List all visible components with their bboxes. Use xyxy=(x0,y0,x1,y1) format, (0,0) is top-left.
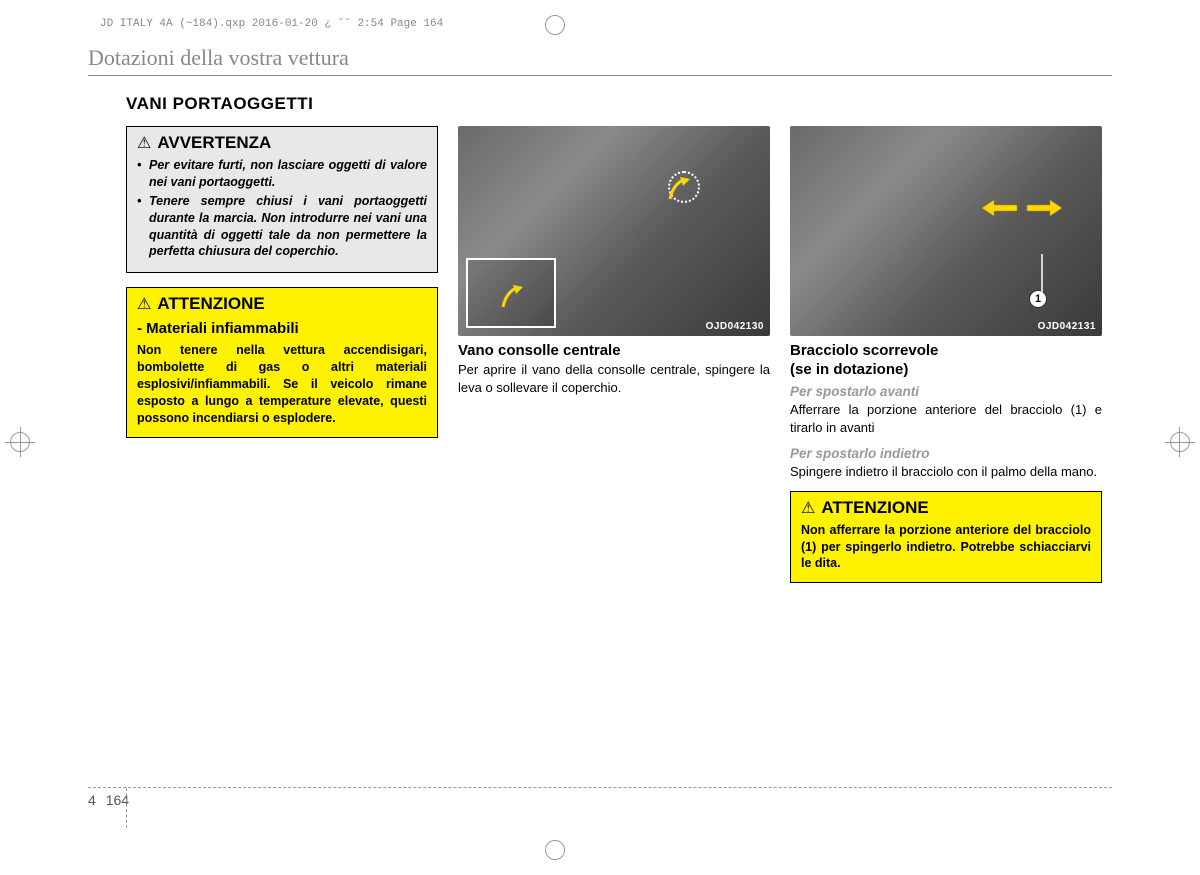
callout-marker: 1 xyxy=(1029,290,1047,308)
crop-mark xyxy=(0,31,30,32)
column-3: 1 OJD042131 Bracciolo scorrevole (se in … xyxy=(790,126,1102,597)
caution-body: Non tenere nella vettura accendisigari, … xyxy=(137,342,427,426)
column-2: OJD042130 Vano consolle centrale Per apr… xyxy=(458,126,770,597)
caution-icon: ⚠ xyxy=(801,498,815,518)
crop-mark xyxy=(0,62,1,92)
crop-mark xyxy=(0,1,1,31)
crop-mark xyxy=(0,0,30,1)
arrow-icon xyxy=(498,282,528,312)
figure-code: OJD042130 xyxy=(706,321,764,332)
caution-subtitle: - Materiali infiammabili xyxy=(137,320,299,338)
figure-console: OJD042130 xyxy=(458,126,770,336)
paragraph-title: Per spostarlo indietro xyxy=(790,446,1102,461)
crop-mark xyxy=(20,427,21,457)
crop-mark xyxy=(0,32,1,62)
figure-code: OJD042131 xyxy=(1038,321,1096,332)
caution-box: ⚠ ATTENZIONE Non afferrare la porzione a… xyxy=(790,491,1102,584)
caution-label: ATTENZIONE xyxy=(157,294,264,314)
warning-item: Tenere sempre chiusi i vani portaoggetti… xyxy=(137,193,427,261)
registration-mark xyxy=(545,15,565,35)
arrow-icon xyxy=(665,174,695,204)
crop-mark xyxy=(1165,442,1195,443)
crop-mark xyxy=(0,122,1,152)
paragraph-body: Spingere indietro il bracciolo con il pa… xyxy=(790,463,1102,481)
crop-mark xyxy=(0,92,1,122)
crop-mark xyxy=(0,152,1,182)
caution-body: Non afferrare la porzione anteriore del … xyxy=(801,522,1091,573)
figure-armrest: 1 OJD042131 xyxy=(790,126,1102,336)
content-columns: ⚠ AVVERTENZA Per evitare furti, non lasc… xyxy=(126,126,1102,597)
prepress-header: JD ITALY 4A (~184).qxp 2016-01-20 ¿ ˜˜ 2… xyxy=(100,18,443,30)
registration-mark xyxy=(545,840,565,860)
footer-divider xyxy=(126,788,127,828)
double-arrow-icon xyxy=(982,196,1062,221)
section-body: Per aprire il vano della consolle centra… xyxy=(458,361,770,396)
page-footer: 4 164 xyxy=(88,787,1112,810)
caution-label: ATTENZIONE xyxy=(821,498,928,518)
paragraph-title: Per spostarlo avanti xyxy=(790,384,1102,399)
column-1: ⚠ AVVERTENZA Per evitare furti, non lasc… xyxy=(126,126,438,597)
paragraph-body: Afferrare la porzione anteriore del brac… xyxy=(790,401,1102,436)
callout-line xyxy=(1041,254,1043,294)
caution-icon: ⚠ xyxy=(137,294,151,314)
caution-box: ⚠ ATTENZIONE - Materiali infiammabili No… xyxy=(126,287,438,437)
warning-icon: ⚠ xyxy=(137,133,151,153)
page-title: VANI PORTAOGGETTI xyxy=(126,94,1102,114)
chapter-title: Dotazioni della vostra vettura xyxy=(88,45,1112,76)
warning-label: AVVERTENZA xyxy=(157,133,271,153)
section-number: 4 xyxy=(88,792,96,808)
warning-box: ⚠ AVVERTENZA Per evitare furti, non lasc… xyxy=(126,126,438,273)
section-heading: Vano consolle centrale xyxy=(458,342,770,359)
crop-mark xyxy=(1179,427,1180,457)
page-content: Dotazioni della vostra vettura VANI PORT… xyxy=(88,45,1112,830)
section-subheading: (se in dotazione) xyxy=(790,361,1102,378)
section-heading: Bracciolo scorrevole xyxy=(790,342,1102,359)
warning-item: Per evitare furti, non lasciare oggetti … xyxy=(137,157,427,191)
figure-inset xyxy=(466,258,556,328)
